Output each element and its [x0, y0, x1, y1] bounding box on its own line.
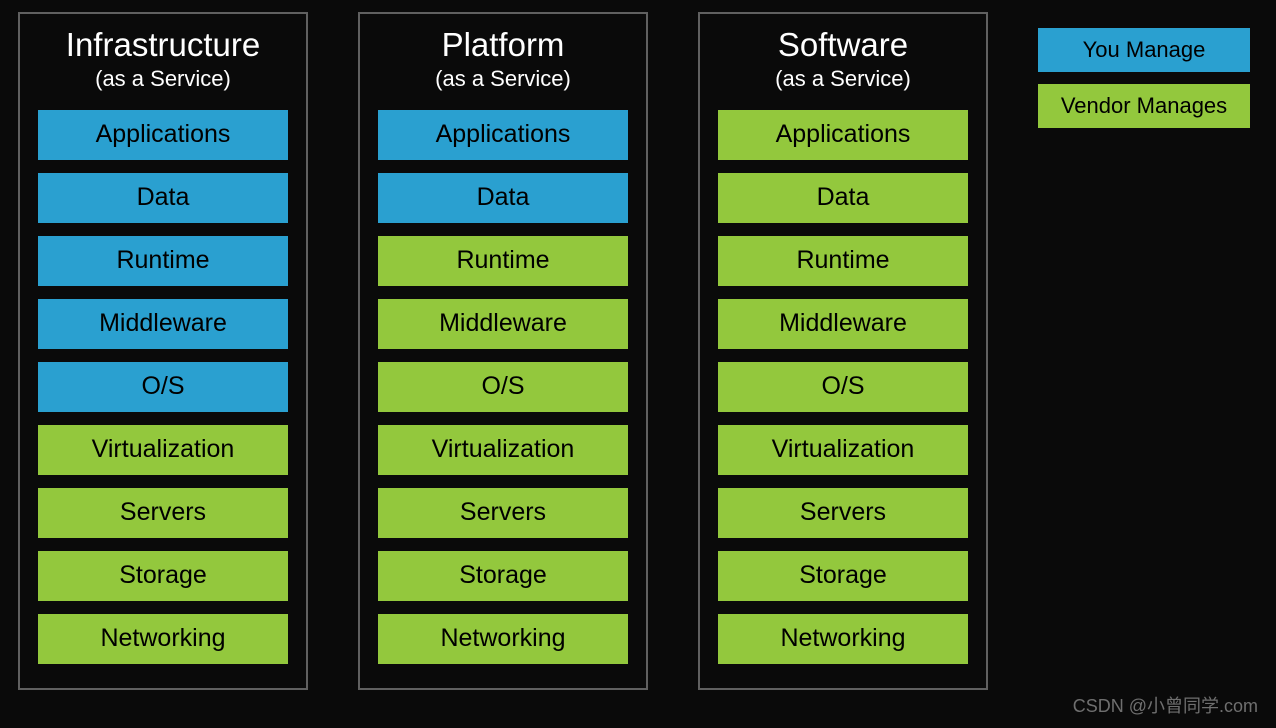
column-title: Infrastructure: [66, 26, 260, 64]
column-header: Software (as a Service): [775, 26, 911, 92]
layer-servers: Servers: [38, 488, 288, 538]
column-title: Software: [775, 26, 911, 64]
column-header: Infrastructure (as a Service): [66, 26, 260, 92]
column-subtitle: (as a Service): [775, 66, 911, 92]
column-platform: Platform (as a Service) Applications Dat…: [358, 12, 648, 690]
layer-os: O/S: [38, 362, 288, 412]
legend-you-manage: You Manage: [1038, 28, 1250, 72]
layer-runtime: Runtime: [38, 236, 288, 286]
column-subtitle: (as a Service): [66, 66, 260, 92]
layer-storage: Storage: [38, 551, 288, 601]
layer-runtime: Runtime: [378, 236, 628, 286]
layer-networking: Networking: [378, 614, 628, 664]
layer-networking: Networking: [38, 614, 288, 664]
layers-stack: Applications Data Runtime Middleware O/S…: [378, 110, 628, 664]
layer-os: O/S: [378, 362, 628, 412]
layer-data: Data: [38, 173, 288, 223]
layer-middleware: Middleware: [378, 299, 628, 349]
layers-stack: Applications Data Runtime Middleware O/S…: [718, 110, 968, 664]
column-subtitle: (as a Service): [435, 66, 571, 92]
layer-applications: Applications: [38, 110, 288, 160]
legend-vendor-manages: Vendor Manages: [1038, 84, 1250, 128]
column-infrastructure: Infrastructure (as a Service) Applicatio…: [18, 12, 308, 690]
column-title: Platform: [435, 26, 571, 64]
layer-networking: Networking: [718, 614, 968, 664]
layer-os: O/S: [718, 362, 968, 412]
layer-storage: Storage: [378, 551, 628, 601]
layer-data: Data: [718, 173, 968, 223]
column-software: Software (as a Service) Applications Dat…: [698, 12, 988, 690]
layer-middleware: Middleware: [38, 299, 288, 349]
layer-storage: Storage: [718, 551, 968, 601]
layer-applications: Applications: [378, 110, 628, 160]
layer-runtime: Runtime: [718, 236, 968, 286]
layer-data: Data: [378, 173, 628, 223]
layer-servers: Servers: [718, 488, 968, 538]
layer-applications: Applications: [718, 110, 968, 160]
layers-stack: Applications Data Runtime Middleware O/S…: [38, 110, 288, 664]
layer-virtualization: Virtualization: [38, 425, 288, 475]
layer-virtualization: Virtualization: [718, 425, 968, 475]
watermark: CSDN @小曾同学.com: [1073, 692, 1258, 718]
legend: You Manage Vendor Manages: [1038, 28, 1250, 128]
layer-virtualization: Virtualization: [378, 425, 628, 475]
column-header: Platform (as a Service): [435, 26, 571, 92]
layer-servers: Servers: [378, 488, 628, 538]
layer-middleware: Middleware: [718, 299, 968, 349]
